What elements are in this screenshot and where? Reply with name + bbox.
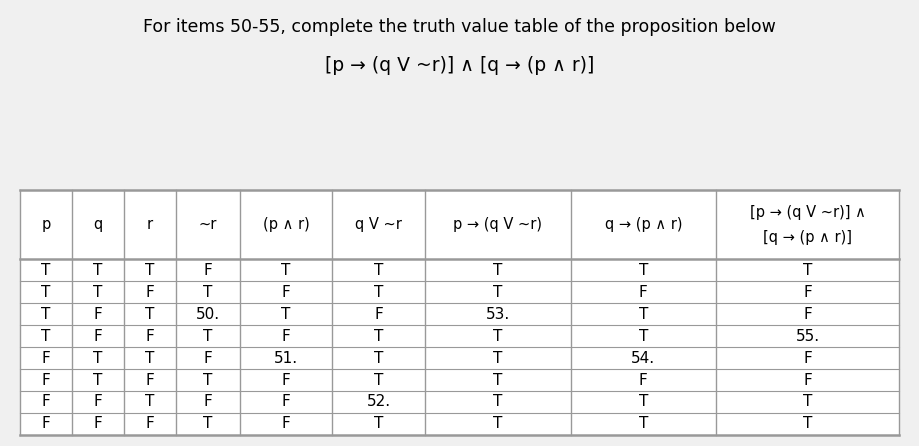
Text: T: T — [803, 394, 812, 409]
Text: T: T — [203, 417, 212, 431]
Text: T: T — [145, 351, 154, 366]
Text: F: F — [94, 394, 102, 409]
Text: T: T — [494, 351, 503, 366]
Text: 51.: 51. — [274, 351, 298, 366]
Text: For items 50-55, complete the truth value table of the proposition below: For items 50-55, complete the truth valu… — [143, 18, 776, 36]
Text: p: p — [41, 217, 51, 232]
Text: ~r: ~r — [199, 217, 217, 232]
Text: q: q — [94, 217, 103, 232]
Text: F: F — [639, 372, 648, 388]
Text: F: F — [94, 417, 102, 431]
Text: F: F — [41, 417, 51, 431]
Text: F: F — [203, 394, 212, 409]
Text: 53.: 53. — [485, 307, 510, 322]
Text: F: F — [803, 351, 811, 366]
Text: T: T — [639, 417, 648, 431]
Text: p → (q V ~r): p → (q V ~r) — [453, 217, 542, 232]
Text: [p → (q V ~r)] ∧: [p → (q V ~r)] ∧ — [750, 205, 866, 219]
Text: F: F — [94, 329, 102, 344]
Text: F: F — [94, 307, 102, 322]
Text: T: T — [203, 329, 212, 344]
Text: T: T — [145, 394, 154, 409]
Text: [q → (p ∧ r)]: [q → (p ∧ r)] — [763, 231, 852, 245]
Text: F: F — [145, 285, 154, 300]
Text: F: F — [145, 417, 154, 431]
Text: F: F — [282, 372, 290, 388]
Text: T: T — [639, 263, 648, 278]
Text: T: T — [494, 285, 503, 300]
Text: F: F — [145, 372, 154, 388]
Text: F: F — [803, 285, 811, 300]
Text: F: F — [803, 307, 811, 322]
Text: T: T — [374, 285, 383, 300]
Text: F: F — [282, 394, 290, 409]
Text: T: T — [639, 329, 648, 344]
Text: T: T — [203, 372, 212, 388]
Text: T: T — [494, 372, 503, 388]
Text: T: T — [93, 372, 103, 388]
Text: F: F — [41, 351, 51, 366]
Text: T: T — [41, 285, 51, 300]
Text: T: T — [41, 329, 51, 344]
Text: F: F — [203, 263, 212, 278]
Text: T: T — [374, 372, 383, 388]
Text: (p ∧ r): (p ∧ r) — [263, 217, 310, 232]
Text: T: T — [93, 351, 103, 366]
Text: T: T — [374, 263, 383, 278]
Text: F: F — [41, 394, 51, 409]
Text: T: T — [93, 263, 103, 278]
Text: T: T — [145, 307, 154, 322]
Text: T: T — [803, 263, 812, 278]
Text: T: T — [639, 307, 648, 322]
Text: F: F — [374, 307, 383, 322]
Text: F: F — [41, 372, 51, 388]
Text: q V ~r: q V ~r — [356, 217, 403, 232]
Text: T: T — [494, 263, 503, 278]
Text: T: T — [374, 329, 383, 344]
Text: r: r — [147, 217, 153, 232]
Bar — [20, 190, 899, 435]
Text: T: T — [41, 263, 51, 278]
Text: T: T — [203, 285, 212, 300]
Text: 54.: 54. — [631, 351, 655, 366]
Text: T: T — [494, 329, 503, 344]
Text: F: F — [203, 351, 212, 366]
Text: F: F — [639, 285, 648, 300]
Text: F: F — [803, 372, 811, 388]
Text: F: F — [145, 329, 154, 344]
Text: q → (p ∧ r): q → (p ∧ r) — [605, 217, 682, 232]
Text: 50.: 50. — [196, 307, 220, 322]
Text: F: F — [282, 329, 290, 344]
Text: T: T — [803, 417, 812, 431]
Text: T: T — [374, 417, 383, 431]
Text: T: T — [281, 307, 290, 322]
Text: 52.: 52. — [367, 394, 391, 409]
Text: T: T — [374, 351, 383, 366]
Text: 55.: 55. — [796, 329, 820, 344]
Text: F: F — [282, 285, 290, 300]
Text: T: T — [281, 263, 290, 278]
Text: [p → (q V ~r)] ∧ [q → (p ∧ r)]: [p → (q V ~r)] ∧ [q → (p ∧ r)] — [324, 56, 595, 75]
Text: T: T — [494, 417, 503, 431]
Text: T: T — [41, 307, 51, 322]
Text: T: T — [494, 394, 503, 409]
Text: F: F — [282, 417, 290, 431]
Text: T: T — [93, 285, 103, 300]
Text: T: T — [639, 394, 648, 409]
Text: T: T — [145, 263, 154, 278]
